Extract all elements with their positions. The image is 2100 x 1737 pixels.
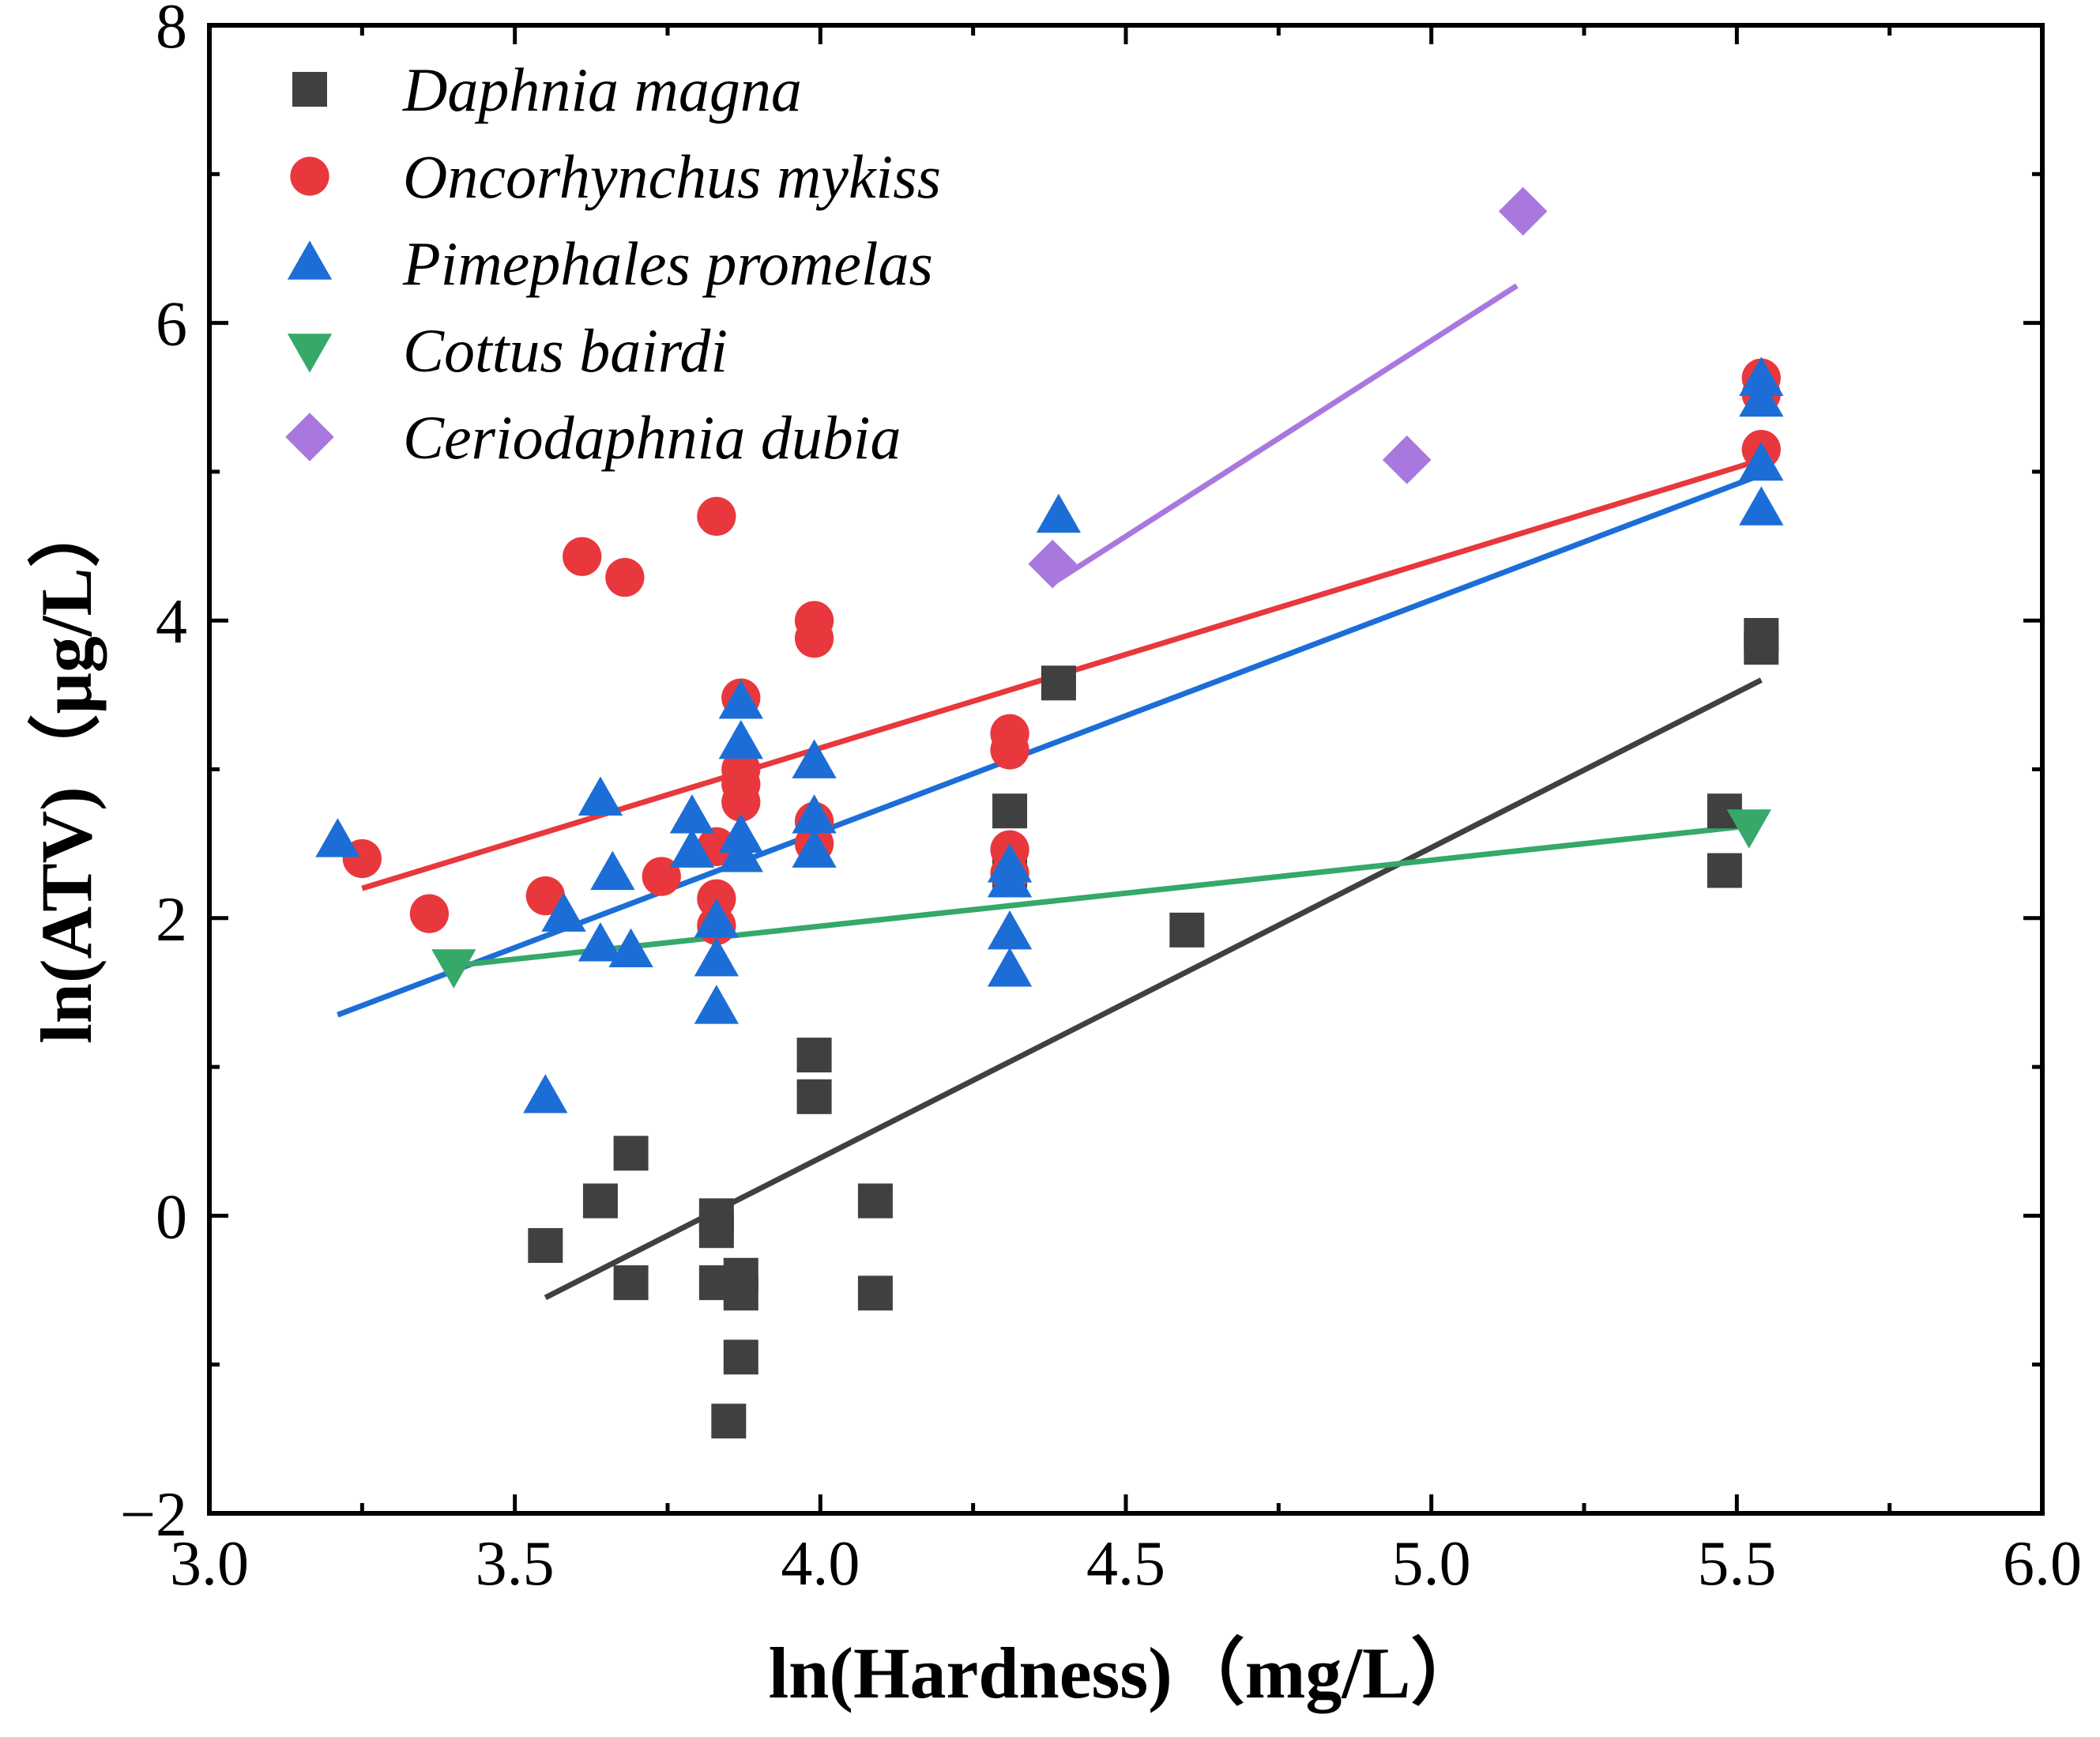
point-pimephales-promelas: [792, 739, 837, 778]
x-tick-label: 3.5: [476, 1529, 555, 1599]
point-daphnia-magna: [723, 1275, 758, 1311]
fit-line-ceriodaphnia-dubia: [1051, 283, 1519, 586]
point-daphnia-magna: [528, 1228, 563, 1264]
point-ceriodaphnia-dubia: [1498, 187, 1548, 236]
legend-marker-pimephales-promelas: [287, 240, 333, 280]
x-tick-label: 5.0: [1392, 1529, 1471, 1599]
point-pimephales-promelas: [792, 828, 837, 868]
x-tick-label: 3.0: [170, 1529, 249, 1599]
point-daphnia-magna: [857, 1275, 893, 1311]
point-pimephales-promelas: [578, 776, 623, 816]
point-pimephales-promelas: [694, 936, 740, 977]
point-ceriodaphnia-dubia: [1382, 435, 1432, 484]
legend-label-oncorhynchus-mykiss: Oncorhynchus mykiss: [403, 142, 941, 211]
point-pimephales-promelas: [987, 910, 1033, 950]
point-daphnia-magna: [796, 1038, 832, 1073]
point-oncorhynchus-mykiss: [721, 782, 761, 822]
point-daphnia-magna: [796, 1079, 832, 1114]
point-pimephales-promelas: [1739, 377, 1784, 417]
point-pimephales-promelas: [718, 719, 763, 759]
point-daphnia-magna: [992, 793, 1028, 829]
legend-label-ceriodaphnia-dubia: Ceriodaphnia dubia: [403, 403, 901, 472]
point-oncorhynchus-mykiss: [525, 876, 565, 916]
point-daphnia-magna: [711, 1404, 747, 1439]
point-pimephales-promelas: [608, 928, 653, 968]
point-pimephales-promelas: [987, 948, 1033, 987]
point-pimephales-promelas: [1036, 493, 1082, 533]
x-tick-label: 6.0: [2003, 1529, 2082, 1599]
point-daphnia-magna: [613, 1265, 649, 1301]
legend: Daphnia magna Oncorhynchus mykiss Pimephal…: [285, 55, 941, 472]
point-pimephales-promelas: [718, 680, 763, 719]
legend-label-pimephales-promelas: Pimephales promelas: [402, 229, 933, 298]
point-pimephales-promelas: [694, 898, 740, 938]
point-daphnia-magna: [613, 1136, 649, 1171]
point-daphnia-magna: [857, 1183, 893, 1219]
point-daphnia-magna: [1041, 665, 1076, 701]
fit-line-cottus-bairdi: [453, 823, 1750, 969]
legend-marker-ceriodaphnia-dubia: [285, 413, 334, 462]
point-daphnia-magna: [698, 1213, 734, 1249]
legend-marker-oncorhynchus-mykiss: [290, 156, 329, 196]
point-oncorhynchus-mykiss: [794, 619, 834, 658]
point-pimephales-promelas: [1739, 356, 1784, 396]
x-axis-title: ln(Hardness)（mg/L）: [769, 1633, 1484, 1713]
point-pimephales-promelas: [315, 818, 360, 857]
y-tick-label: 2: [156, 885, 187, 955]
point-pimephales-promelas: [578, 922, 623, 962]
axis-ticks: 3.0 3.5 4.0 4.5 5.0 5.5 6.0 −2 0 2 4 6 8: [120, 0, 2082, 1599]
x-tick-label: 4.0: [781, 1529, 860, 1599]
point-pimephales-promelas: [987, 858, 1033, 898]
y-tick-label: −2: [120, 1480, 187, 1550]
point-daphnia-magna: [582, 1183, 618, 1219]
point-pimephales-promelas: [792, 794, 837, 834]
data-points: [315, 187, 1784, 1439]
point-oncorhynchus-mykiss: [605, 557, 645, 597]
point-pimephales-promelas: [590, 850, 635, 891]
point-daphnia-magna: [1707, 853, 1742, 888]
point-oncorhynchus-mykiss: [697, 496, 736, 537]
point-pimephales-promelas: [1739, 486, 1784, 526]
point-daphnia-magna: [723, 1339, 758, 1375]
legend-label-daphnia-magna: Daphnia magna: [402, 55, 802, 124]
point-ceriodaphnia-dubia: [1028, 539, 1077, 589]
x-tick-label: 5.5: [1697, 1529, 1776, 1599]
point-oncorhynchus-mykiss: [563, 537, 602, 576]
point-daphnia-magna: [1169, 912, 1205, 948]
point-oncorhynchus-mykiss: [409, 894, 450, 933]
point-pimephales-promelas: [669, 828, 715, 868]
point-pimephales-promelas: [718, 833, 763, 872]
point-cottus-bairdi: [1726, 809, 1771, 849]
point-oncorhynchus-mykiss: [990, 730, 1029, 770]
y-tick-label: 0: [156, 1182, 187, 1252]
y-axis-title: ln(ATV)（μg/L）: [26, 495, 107, 1044]
point-pimephales-promelas: [694, 985, 740, 1024]
y-tick-label: 8: [156, 0, 187, 62]
point-cottus-bairdi: [431, 949, 476, 989]
legend-label-cottus-bairdi: Cottus bairdi: [403, 316, 728, 385]
y-tick-label: 4: [156, 587, 187, 657]
point-pimephales-promelas: [523, 1074, 568, 1113]
fit-line-daphnia-magna: [544, 677, 1763, 1301]
x-tick-label: 4.5: [1086, 1529, 1165, 1599]
point-pimephales-promelas: [1739, 441, 1784, 481]
y-tick-label: 6: [156, 290, 187, 360]
point-pimephales-promelas: [541, 892, 586, 932]
legend-marker-cottus-bairdi: [287, 333, 333, 373]
point-daphnia-magna: [1744, 630, 1779, 665]
legend-marker-daphnia-magna: [292, 72, 327, 107]
point-pimephales-promelas: [669, 794, 715, 834]
